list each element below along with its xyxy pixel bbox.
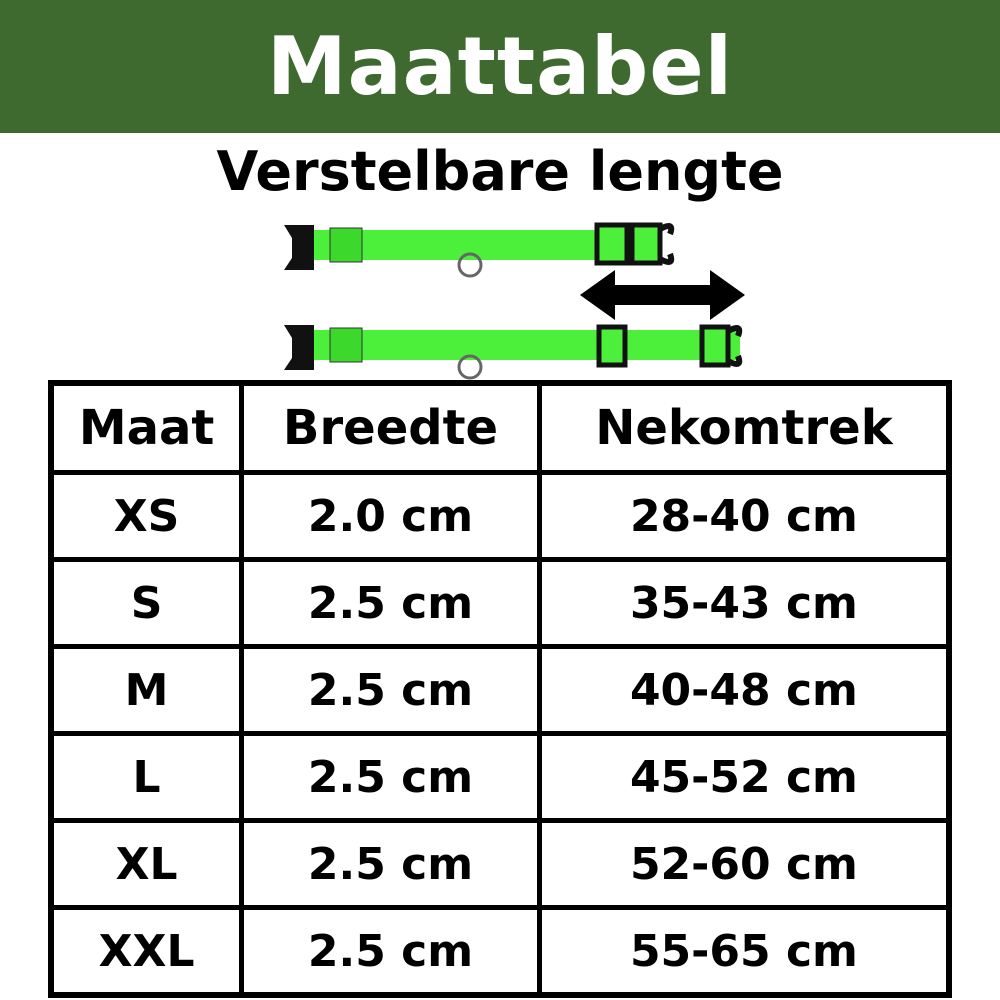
table-row: S 2.5 cm 35-43 cm — [48, 557, 952, 649]
size-cell: S — [48, 557, 245, 649]
size-cell: XL — [48, 818, 245, 910]
column-header-size: Maat — [48, 380, 245, 475]
width-cell: 2.5 cm — [239, 557, 542, 649]
size-cell: XXL — [48, 905, 245, 998]
table-row: M 2.5 cm 40-48 cm — [48, 644, 952, 736]
collar-illustration — [284, 222, 745, 380]
page-title: Maattabel — [267, 20, 733, 113]
column-header-width: Breedte — [239, 380, 542, 475]
double-arrow-icon — [580, 270, 745, 320]
width-cell: 2.0 cm — [239, 470, 542, 562]
neck-cell: 52-60 cm — [536, 818, 952, 910]
size-cell: L — [48, 731, 245, 823]
table-row: XL 2.5 cm 52-60 cm — [48, 818, 952, 910]
table-row: XXL 2.5 cm 55-65 cm — [48, 905, 952, 998]
size-cell: M — [48, 644, 245, 736]
size-cell: XS — [48, 470, 245, 562]
neck-cell: 45-52 cm — [536, 731, 952, 823]
neck-cell: 55-65 cm — [536, 905, 952, 998]
width-cell: 2.5 cm — [239, 731, 542, 823]
table-row: L 2.5 cm 45-52 cm — [48, 731, 952, 823]
neck-cell: 35-43 cm — [536, 557, 952, 649]
size-table: Maat Breedte Nekomtrek XS 2.0 cm 28-40 c… — [48, 380, 952, 998]
width-cell: 2.5 cm — [239, 905, 542, 998]
title-banner: Maattabel — [0, 0, 1000, 133]
collar-short-icon — [284, 222, 675, 278]
column-header-neck: Nekomtrek — [536, 380, 952, 475]
subtitle: Verstelbare lengte — [216, 140, 784, 203]
table-row: XS 2.0 cm 28-40 cm — [48, 470, 952, 562]
neck-cell: 28-40 cm — [536, 470, 952, 562]
width-cell: 2.5 cm — [239, 818, 542, 910]
width-cell: 2.5 cm — [239, 644, 542, 736]
collar-long-icon — [284, 324, 743, 380]
table-header-row: Maat Breedte Nekomtrek — [48, 380, 952, 475]
neck-cell: 40-48 cm — [536, 644, 952, 736]
